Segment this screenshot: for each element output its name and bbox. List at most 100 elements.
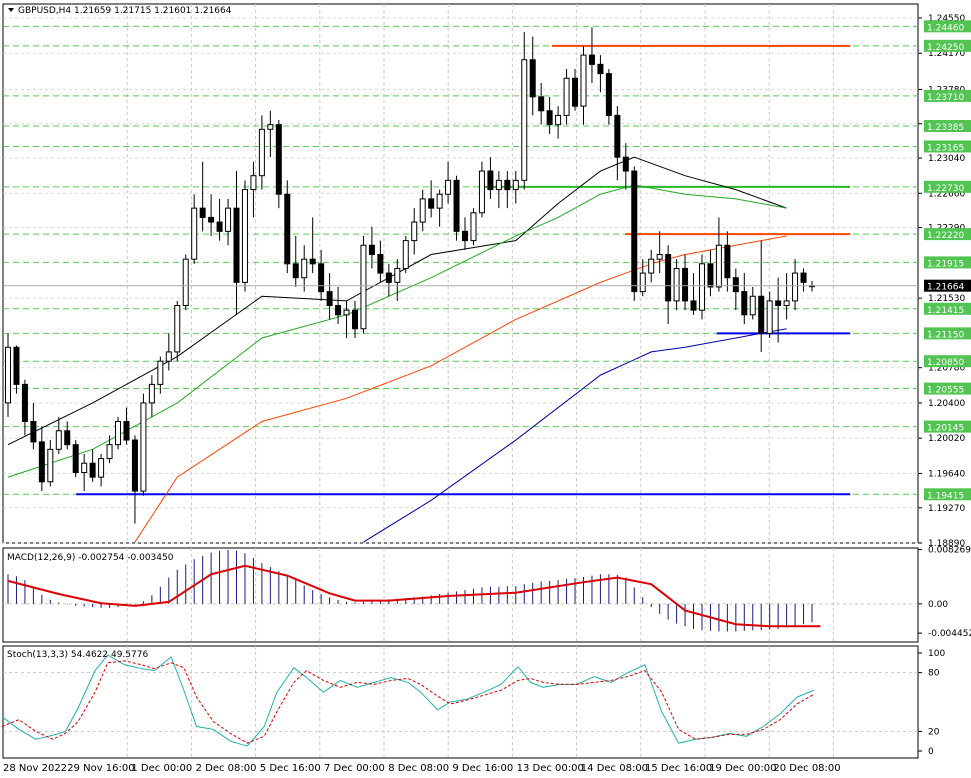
candle: [521, 31, 528, 190]
candle-body: [665, 254, 672, 302]
candle-body: [72, 444, 79, 474]
stoch-tick-label: 20: [928, 727, 940, 737]
candle-body: [766, 300, 773, 334]
candle-body: [563, 77, 570, 116]
candle-body: [326, 291, 333, 307]
stoch-tick-label: 100: [928, 649, 945, 659]
candle: [597, 55, 604, 93]
level-price-label: 1.21150: [927, 330, 964, 340]
candle-body: [631, 170, 638, 293]
candle-body: [233, 207, 240, 283]
candle-body: [131, 439, 138, 492]
level-price-badge: [924, 355, 971, 368]
x-tick-label: 5 Dec 16:00: [260, 763, 321, 774]
candle-body: [462, 230, 469, 242]
candle: [208, 194, 215, 236]
candle: [419, 189, 426, 232]
level-price-label: 1.20555: [927, 386, 964, 396]
x-tick-label: 20 Dec 08:00: [773, 763, 840, 774]
candle: [436, 189, 443, 227]
x-tick-label: 9 Dec 16:00: [452, 763, 513, 774]
candle-body: [504, 179, 511, 191]
level-price-badge: [924, 39, 971, 52]
candle-body: [250, 175, 257, 191]
candle-body: [588, 54, 595, 65]
candle: [309, 217, 316, 274]
candle-body: [445, 179, 452, 195]
candle-body: [98, 458, 105, 478]
candle: [572, 69, 579, 111]
candle: [445, 161, 452, 204]
candle: [351, 300, 358, 339]
y-tick-label: 1.21530: [928, 294, 965, 304]
candle: [21, 379, 28, 436]
candle-body: [402, 240, 409, 269]
candle-body: [13, 346, 20, 385]
candle: [411, 208, 418, 255]
candle: [800, 268, 807, 292]
candle: [174, 300, 181, 362]
candle-body: [301, 258, 308, 279]
candle: [715, 217, 722, 292]
candle-body: [758, 295, 765, 334]
candle-body: [732, 277, 739, 293]
candle-body: [605, 73, 612, 116]
candle-body: [419, 198, 426, 223]
candle-body: [800, 272, 807, 283]
moving-average-line: [134, 235, 787, 543]
candle: [275, 120, 282, 209]
candle: [741, 273, 748, 325]
candle-body: [656, 254, 663, 260]
current-price-badge: [924, 279, 971, 292]
candle: [368, 226, 375, 269]
candle: [81, 453, 88, 492]
candle-body: [707, 263, 714, 288]
candle: [698, 254, 705, 320]
y-tick-label: 1.24170: [928, 49, 965, 59]
candle: [191, 194, 198, 264]
candle-body: [182, 258, 189, 307]
candle: [428, 180, 435, 218]
candle: [123, 407, 130, 445]
candle-body: [546, 110, 553, 126]
y-tick-label: 1.19640: [928, 469, 965, 479]
candle-body: [284, 193, 291, 265]
candle-body: [597, 63, 604, 75]
candle-body: [21, 383, 28, 422]
candle-body: [199, 207, 206, 218]
moving-average-line: [7, 184, 787, 478]
y-tick-label: 1.20020: [928, 434, 965, 444]
level-price-label: 1.23710: [927, 93, 964, 103]
level-price-label: 1.19415: [927, 491, 964, 501]
macd-pane-frame: [2, 547, 919, 643]
y-tick-label: 1.19270: [928, 504, 965, 514]
x-tick-label: 14 Dec 08:00: [581, 763, 648, 774]
level-price-badge: [924, 327, 971, 340]
candle-body: [385, 272, 392, 283]
candle-body: [148, 383, 155, 404]
candle-body: [81, 462, 88, 474]
candle: [131, 435, 138, 524]
candle: [377, 240, 384, 283]
candle: [724, 231, 731, 292]
candle-body: [157, 360, 164, 385]
candle: [335, 286, 342, 325]
candle: [284, 180, 291, 274]
candle: [563, 69, 570, 125]
candle-body: [792, 272, 799, 302]
candle-body: [580, 54, 587, 107]
candle-body: [267, 124, 274, 130]
candle: [707, 249, 714, 297]
candle: [241, 180, 248, 292]
candle: [225, 198, 232, 246]
candle: [665, 245, 672, 325]
candle-body: [368, 244, 375, 256]
candle-body: [724, 244, 731, 279]
candle-body: [529, 59, 536, 98]
candle-body: [682, 267, 689, 302]
candle: [157, 356, 164, 394]
level-price-label: 1.21915: [927, 259, 964, 269]
level-price-badge: [924, 180, 971, 193]
macd-tick-label: 0.008269: [928, 546, 971, 556]
